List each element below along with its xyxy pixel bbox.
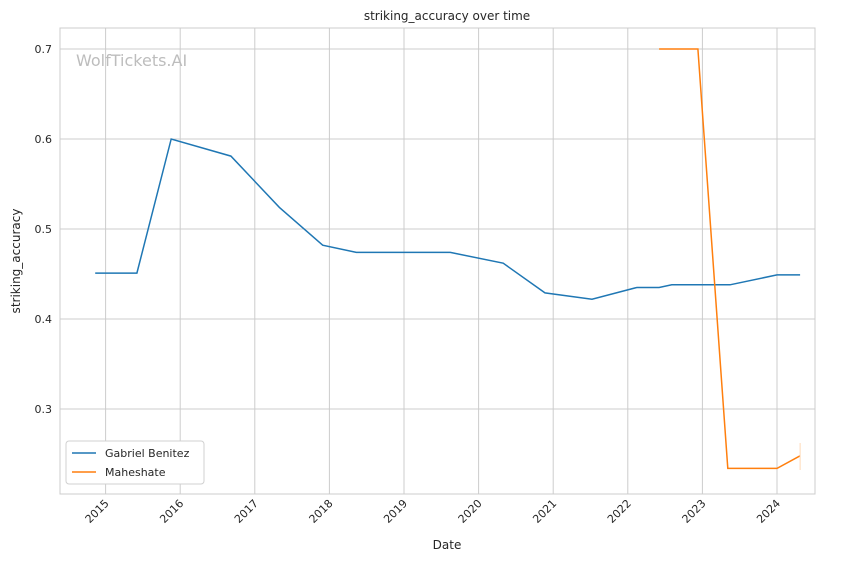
- chart-title: striking_accuracy over time: [364, 9, 530, 23]
- x-tick-label: 2022: [605, 497, 634, 526]
- x-tick-label: 2019: [381, 497, 410, 526]
- y-tick-label: 0.7: [35, 43, 53, 56]
- x-tick-label: 2021: [530, 497, 559, 526]
- y-tick-label: 0.5: [35, 223, 53, 236]
- legend-label-gabriel-benitez: Gabriel Benitez: [105, 447, 190, 460]
- legend: Gabriel Benitez Maheshate: [65, 440, 205, 485]
- y-tick-label: 0.4: [35, 313, 53, 326]
- x-tick-label: 2015: [83, 497, 112, 526]
- series-line-maheshate: [659, 48, 801, 470]
- series-line-gabriel-benitez: [95, 138, 801, 300]
- x-tick-label: 2020: [456, 497, 485, 526]
- x-tick-label: 2018: [307, 497, 336, 526]
- x-tick-label: 2017: [232, 497, 261, 526]
- y-tick-label: 0.3: [35, 403, 53, 416]
- x-tick-label: 2023: [680, 497, 709, 526]
- x-tick-label: 2016: [157, 497, 186, 526]
- plot-frame: [59, 27, 816, 495]
- legend-label-maheshate: Maheshate: [105, 466, 166, 479]
- x-tick-label: 2024: [754, 497, 783, 526]
- y-tick-label: 0.6: [35, 133, 53, 146]
- watermark: WolfTickets.AI: [76, 51, 187, 70]
- y-axis-label: striking_accuracy: [9, 209, 23, 314]
- x-axis-label: Date: [433, 538, 462, 552]
